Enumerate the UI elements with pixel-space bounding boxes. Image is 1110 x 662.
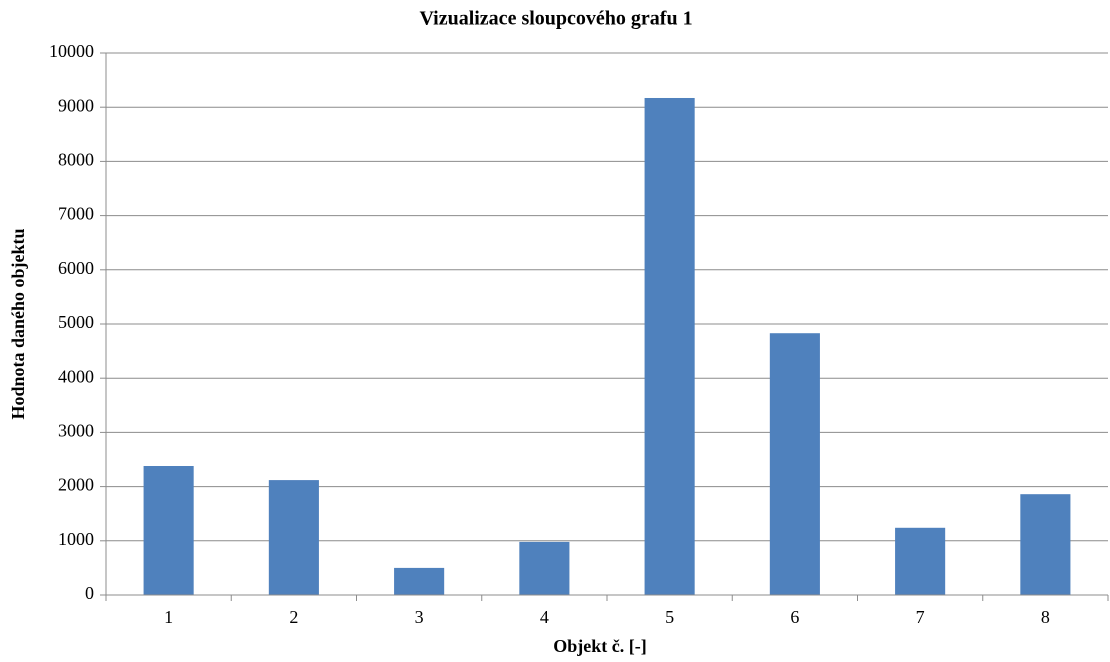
bar [1020, 494, 1071, 595]
x-tick-label: 3 [415, 607, 424, 627]
x-tick-label: 2 [289, 607, 298, 627]
bar [769, 333, 820, 595]
y-tick-label: 3000 [58, 421, 94, 441]
bar [143, 466, 194, 595]
y-tick-label: 0 [85, 583, 94, 603]
bar [268, 480, 319, 595]
y-tick-label: 6000 [58, 258, 94, 278]
y-tick-label: 2000 [58, 475, 94, 495]
x-tick-label: 7 [916, 607, 925, 627]
bar [644, 97, 695, 596]
y-tick-label: 1000 [58, 529, 94, 549]
x-tick-label: 1 [164, 607, 173, 627]
bar [394, 567, 445, 595]
x-axis-title: Objekt č. [-] [553, 636, 646, 656]
bar [519, 541, 570, 595]
y-axis-title: Hodnota daného objektu [8, 228, 28, 419]
x-tick-label: 4 [540, 607, 549, 627]
y-tick-label: 9000 [58, 95, 94, 115]
y-tick-label: 5000 [58, 312, 94, 332]
bar [895, 527, 946, 595]
y-tick-label: 8000 [58, 150, 94, 170]
y-tick-label: 7000 [58, 204, 94, 224]
x-tick-label: 6 [790, 607, 799, 627]
y-tick-label: 10000 [49, 41, 94, 61]
x-tick-label: 8 [1041, 607, 1050, 627]
x-tick-label: 5 [665, 607, 674, 627]
y-tick-label: 4000 [58, 366, 94, 386]
chart-title: Vizualizace sloupcového grafu 1 [419, 8, 692, 30]
